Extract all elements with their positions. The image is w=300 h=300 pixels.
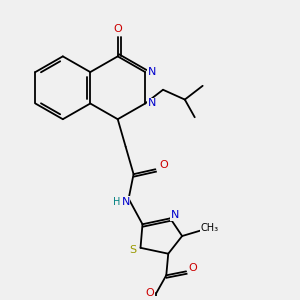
Text: S: S: [129, 245, 136, 255]
Text: N: N: [148, 98, 156, 109]
Text: N: N: [122, 197, 130, 207]
Text: O: O: [145, 288, 154, 298]
Text: CH₃: CH₃: [201, 223, 219, 233]
Text: N: N: [148, 67, 156, 77]
Text: O: O: [113, 24, 122, 34]
Text: O: O: [189, 263, 197, 273]
Text: N: N: [171, 210, 179, 220]
Text: O: O: [159, 160, 168, 170]
Text: H: H: [113, 197, 120, 207]
